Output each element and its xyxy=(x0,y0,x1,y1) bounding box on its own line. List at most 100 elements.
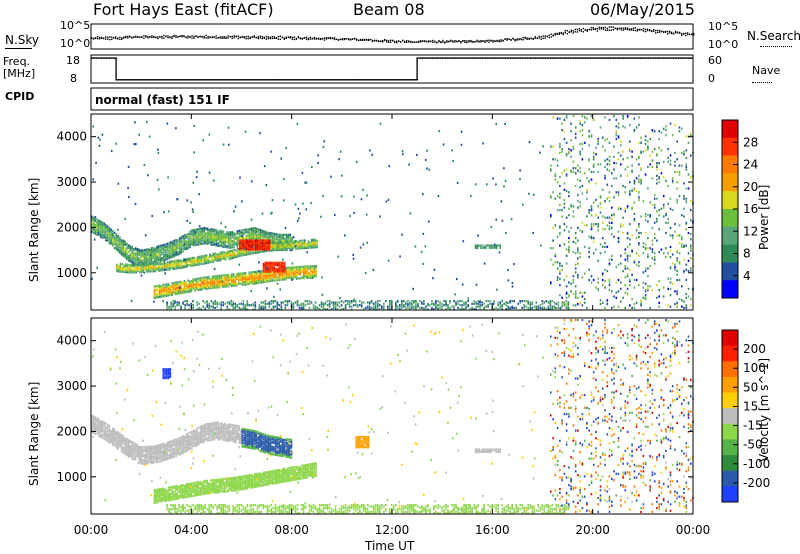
cell-scatter xyxy=(617,240,620,243)
cell-band-1 xyxy=(177,260,180,263)
cell-band-0 xyxy=(210,228,212,231)
cell-band-1 xyxy=(195,262,197,265)
cell-band-2 xyxy=(173,283,175,286)
cell-band-2 xyxy=(180,290,182,293)
cell-scatter xyxy=(613,145,615,148)
cell-band-2 xyxy=(188,289,191,292)
cell-ground xyxy=(200,308,202,311)
nave-point xyxy=(670,58,672,59)
cell-band-2 xyxy=(199,279,201,282)
cell-band-0 xyxy=(187,235,190,238)
cell-scatter xyxy=(660,131,663,134)
cell-scatter xyxy=(644,243,647,246)
noise-point-N.Search xyxy=(658,31,661,33)
cell-scatter xyxy=(583,297,586,301)
cell-band-1 xyxy=(138,267,141,270)
cell-band-0 xyxy=(263,237,265,240)
cell-band-1 xyxy=(304,245,306,248)
cell-band-2 xyxy=(211,284,214,287)
cell-scatter xyxy=(588,179,590,182)
cell-band-0 xyxy=(166,255,169,258)
cell-band-0 xyxy=(215,230,218,233)
cell-band-2 xyxy=(183,281,186,284)
cell-band-2 xyxy=(209,283,212,286)
cell-band-0 xyxy=(175,247,177,250)
cell-band-0 xyxy=(263,230,265,233)
nave-point xyxy=(131,79,133,81)
noise-point-N.Sky xyxy=(123,37,125,39)
cell-scatter xyxy=(613,212,615,215)
nave-point xyxy=(444,58,446,59)
cell-band-1 xyxy=(135,271,137,274)
cell-band-0 xyxy=(101,226,104,229)
noise-point-N.Search xyxy=(215,37,217,39)
cell-band-0 xyxy=(217,233,219,236)
cell-band-1 xyxy=(311,238,313,241)
cell-band-1 xyxy=(309,244,311,247)
cell-band-1 xyxy=(175,264,178,267)
noise-point-N.Sky xyxy=(243,36,245,38)
cell-ground xyxy=(214,301,216,304)
cell-ground xyxy=(304,304,307,307)
cell-scatter xyxy=(586,224,588,227)
cell-blob-4 xyxy=(266,265,268,268)
noise-point-N.Sky xyxy=(359,38,362,41)
cell-band-0 xyxy=(236,231,239,234)
cell-band-2 xyxy=(257,276,259,279)
cell-band-0 xyxy=(259,235,262,238)
cell-band-2 xyxy=(311,269,314,272)
cell-ground xyxy=(170,305,172,308)
cell-band-0 xyxy=(108,238,111,241)
cell-scatter xyxy=(577,226,579,229)
nave-point xyxy=(259,79,261,81)
cell-band-2 xyxy=(250,280,252,283)
nave-point xyxy=(462,58,464,59)
cell-band-1 xyxy=(212,257,215,261)
cell-scatter xyxy=(640,231,642,235)
cell-ground xyxy=(216,305,218,308)
cell-scatter xyxy=(658,214,660,217)
cell-band-1 xyxy=(165,262,167,265)
cell-band-0 xyxy=(115,243,118,246)
cell-scatter xyxy=(570,282,572,285)
cell-band-2 xyxy=(194,279,196,282)
cell-scatter xyxy=(638,223,640,226)
noise-point-N.Search xyxy=(355,39,358,41)
cell-band-0 xyxy=(187,240,190,243)
cell-scatter xyxy=(601,136,604,139)
cell-scatter xyxy=(563,188,566,191)
cell-band-0 xyxy=(210,240,212,243)
cell-scatter xyxy=(601,215,604,218)
cell-band-0 xyxy=(157,256,160,259)
cell-ground xyxy=(278,308,281,311)
cell-band-1 xyxy=(270,241,273,244)
cell-blob-3 xyxy=(239,243,241,246)
cell-scatter xyxy=(611,233,613,236)
cell-band-0 xyxy=(154,260,156,263)
cell-band-2 xyxy=(304,265,307,268)
cell-band-1 xyxy=(302,239,304,242)
cell-ground xyxy=(282,301,285,304)
cell-band-0 xyxy=(136,255,139,258)
cell-band-0 xyxy=(99,229,102,232)
cell-band-0 xyxy=(215,243,218,246)
cell-ground xyxy=(182,302,184,305)
cell-band-2 xyxy=(290,274,293,277)
cell-scatter xyxy=(592,170,595,174)
cell-band-2 xyxy=(252,273,254,276)
cell-scatter xyxy=(626,259,629,262)
cell-band-0 xyxy=(264,235,267,239)
noise-point-N.Sky xyxy=(143,35,145,37)
cell-band-0 xyxy=(220,231,223,234)
nave-point xyxy=(597,58,599,59)
cell-scatter xyxy=(559,192,561,195)
noise-point-N.Search xyxy=(562,33,564,36)
cell-scatter xyxy=(662,160,665,163)
cell-scatter xyxy=(590,225,593,228)
cell-scatter xyxy=(592,165,595,168)
cell-band-0 xyxy=(124,252,126,255)
cell-band-2 xyxy=(301,268,303,271)
cell-band-2 xyxy=(176,282,179,285)
cell-blob-3 xyxy=(249,244,252,247)
cell-band-2 xyxy=(183,285,186,288)
